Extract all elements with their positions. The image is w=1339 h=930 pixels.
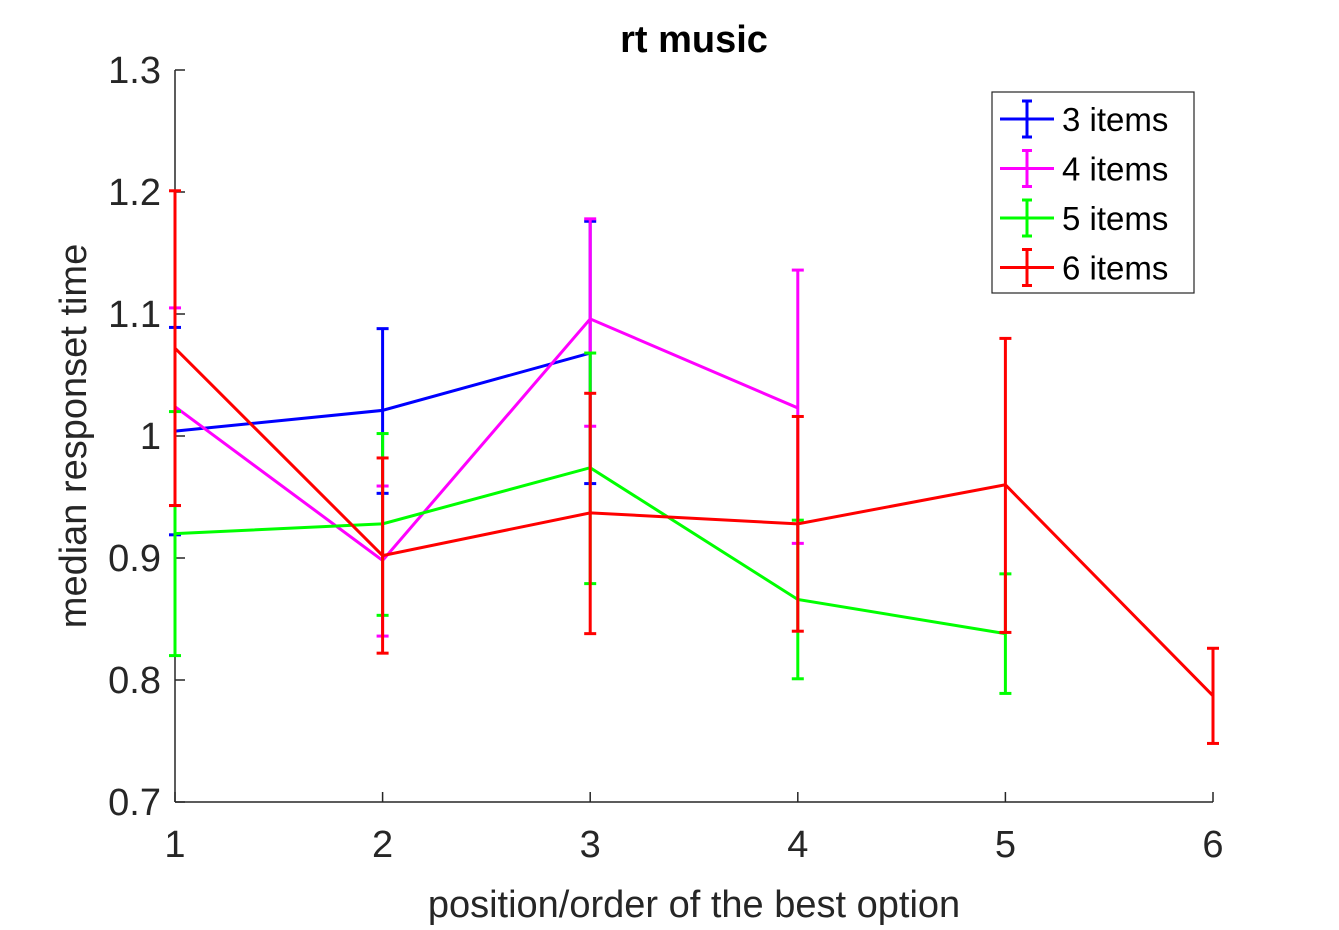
legend-entry: 5 items [1000, 198, 1168, 238]
series-line [173, 347, 1215, 697]
x-axis-label: position/order of the best option [428, 884, 960, 926]
y-tick-label: 0.9 [108, 538, 161, 580]
x-tick-label: 6 [1202, 824, 1223, 866]
y-tick-label: 1.2 [108, 172, 161, 214]
x-tick-label: 1 [164, 824, 185, 866]
x-tick-label: 2 [372, 824, 393, 866]
y-tick-label: 1.1 [108, 294, 161, 336]
legend-label: 6 items [1062, 250, 1168, 287]
y-tick-label: 0.8 [108, 660, 161, 702]
legend-entry: 6 items [1000, 248, 1168, 287]
chart-title: rt music [620, 19, 768, 61]
legend: 3 items 4 items 5 items 6 items [991, 91, 1195, 294]
legend-entry: 3 items [1000, 99, 1168, 139]
y-tick-label: 1 [140, 416, 161, 458]
x-tick-label: 5 [995, 824, 1016, 866]
series-layer [169, 189, 1219, 745]
y-tick-label: 1.3 [108, 50, 161, 92]
legend-label: 4 items [1062, 151, 1168, 188]
y-tick-label: 0.7 [108, 782, 161, 824]
legend-label: 3 items [1062, 101, 1168, 138]
x-tick-label: 3 [580, 824, 601, 866]
legend-label: 5 items [1062, 200, 1168, 237]
y-axis-label: median responset time [53, 244, 95, 628]
series-4 [169, 189, 1219, 745]
x-tick-label: 4 [787, 824, 808, 866]
series-line [174, 317, 799, 563]
legend-entry: 4 items [1000, 149, 1168, 188]
axes: 1 2 3 4 5 6 0.7 0.8 0.9 1 1.1 1.2 1.3 [108, 50, 1223, 866]
